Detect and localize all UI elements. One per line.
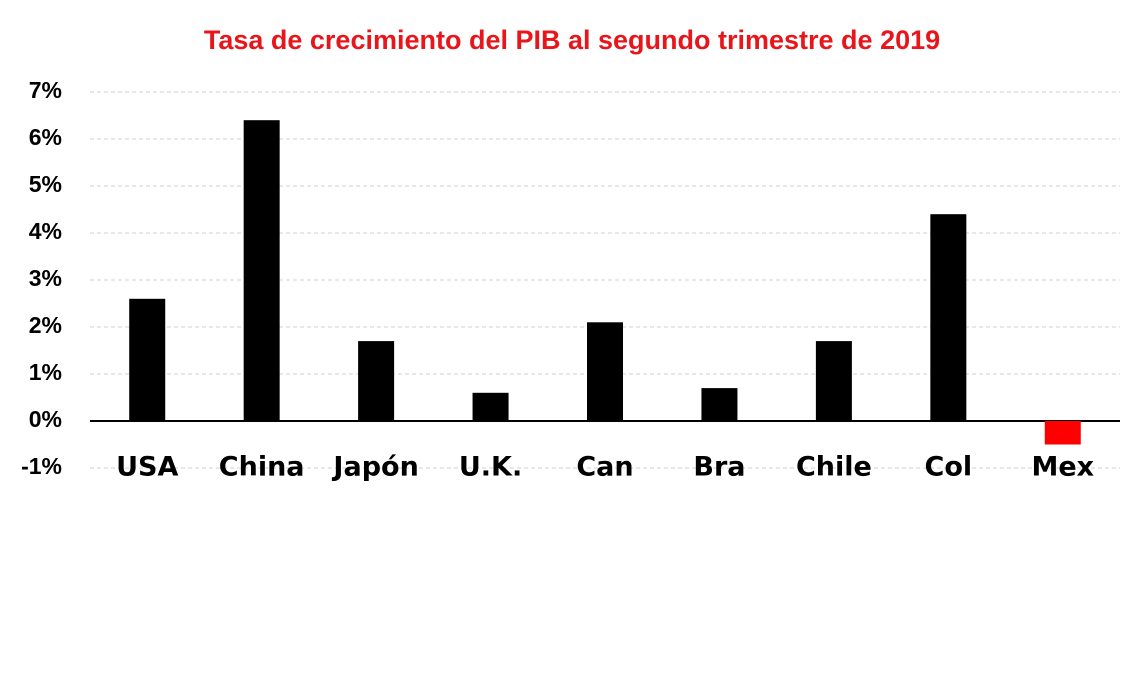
x-tick-label: U.K.	[459, 452, 522, 483]
bar	[701, 388, 738, 421]
y-tick-label: 1%	[29, 359, 62, 385]
x-tick-label: Mex	[1031, 452, 1094, 483]
y-tick-label: 0%	[29, 406, 62, 432]
y-tick-label: -1%	[21, 453, 62, 479]
bar	[1044, 421, 1081, 445]
x-tick-label: Col	[925, 452, 973, 483]
bar	[129, 298, 166, 421]
x-tick-label: USA	[116, 452, 178, 483]
bar	[243, 120, 280, 421]
bar	[587, 322, 623, 421]
x-tick-label: China	[219, 452, 305, 483]
x-tick-label: Can	[576, 452, 633, 483]
y-tick-label: 7%	[29, 77, 62, 103]
bar	[358, 341, 395, 421]
y-tick-label: 6%	[29, 124, 62, 150]
bar	[815, 341, 852, 421]
y-tick-label: 5%	[29, 171, 62, 197]
bar	[930, 214, 967, 421]
x-tick-label: Japón	[331, 452, 418, 483]
x-tick-label: Chile	[796, 452, 872, 483]
y-tick-label: 2%	[29, 312, 62, 338]
y-tick-label: 4%	[29, 218, 62, 244]
chart-title: Tasa de crecimiento del PIB al segundo t…	[204, 25, 940, 55]
x-tick-label: Bra	[693, 452, 745, 483]
y-tick-label: 3%	[29, 265, 62, 291]
bar	[472, 392, 509, 421]
